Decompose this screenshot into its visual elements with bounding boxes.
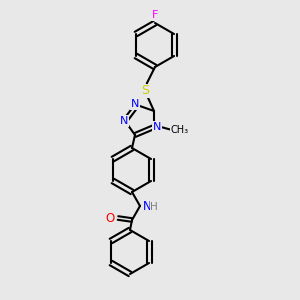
Text: S: S xyxy=(141,85,149,98)
Text: N: N xyxy=(153,122,161,132)
Text: N: N xyxy=(131,99,139,109)
Text: N: N xyxy=(120,116,128,126)
Text: F: F xyxy=(152,10,158,20)
Text: O: O xyxy=(105,212,115,224)
Text: H: H xyxy=(150,202,158,212)
Text: CH₃: CH₃ xyxy=(171,125,189,135)
Text: N: N xyxy=(142,200,152,214)
